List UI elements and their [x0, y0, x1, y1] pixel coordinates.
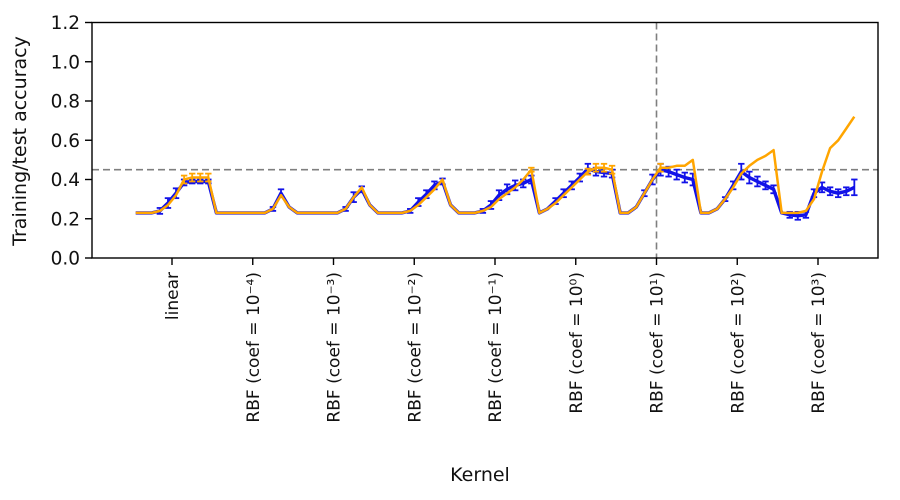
- x-tick-label: RBF (coef = 10¹): [648, 272, 668, 414]
- x-tick-label: RBF (coef = 10²): [728, 272, 748, 414]
- y-axis-label: Training/test accuracy: [9, 36, 31, 246]
- y-tick-label: 0.2: [51, 209, 80, 230]
- x-tick-label: RBF (coef = 10³): [809, 272, 829, 414]
- axes-box: [91, 21, 879, 259]
- x-tick-label: RBF (coef = 10⁰): [567, 272, 587, 414]
- x-tick-label: RBF (coef = 10⁻⁴): [244, 272, 264, 423]
- y-tick-label: 1.2: [51, 13, 80, 34]
- y-tick-label: 0.4: [51, 170, 80, 191]
- x-axis-label: Kernel: [450, 464, 510, 486]
- y-tick-label: 0.0: [51, 249, 80, 270]
- y-tick-label: 1.0: [51, 52, 80, 73]
- train-accuracy-line: [135, 115, 856, 215]
- x-tick-label: RBF (coef = 10⁻²): [405, 272, 425, 423]
- x-tick-label: RBF (coef = 10⁻³): [325, 272, 345, 423]
- test-accuracy-line: [135, 167, 856, 218]
- x-tick-label: RBF (coef = 10⁻¹): [486, 272, 506, 423]
- y-tick-label: 0.8: [51, 92, 80, 113]
- y-tick-label: 0.6: [51, 131, 80, 152]
- x-tick-label: linear: [163, 272, 183, 320]
